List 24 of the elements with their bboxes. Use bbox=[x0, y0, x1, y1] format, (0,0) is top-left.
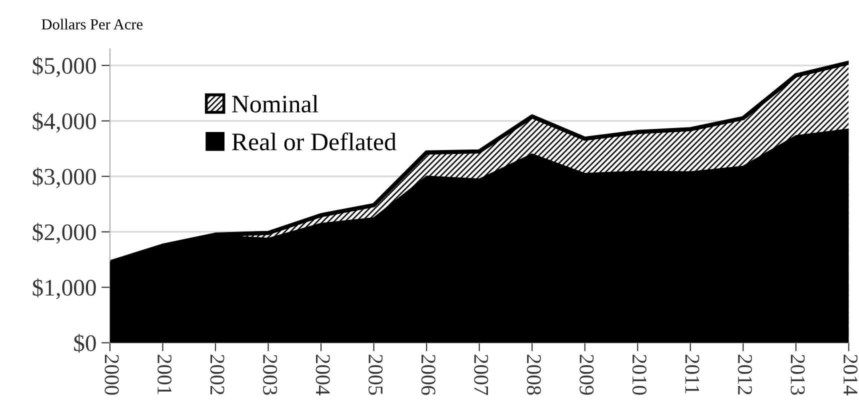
x-tick-label: 2009 bbox=[580, 354, 594, 395]
x-tick-label: 2010 bbox=[632, 354, 646, 395]
x-tick-label: 2000 bbox=[104, 354, 119, 395]
x-tick-label: 2004 bbox=[316, 354, 330, 396]
x-tick-label: 2002 bbox=[210, 354, 224, 394]
y-tick-label: $5,000 bbox=[32, 56, 96, 78]
legend-label: Nominal bbox=[232, 94, 318, 113]
y-axis-title: Dollars Per Acre bbox=[42, 18, 143, 30]
x-tick-label: 2005 bbox=[368, 354, 383, 395]
x-tick-label: 2007 bbox=[474, 354, 488, 395]
x-tick-label: 2001 bbox=[158, 354, 172, 394]
y-tick-label: $0 bbox=[74, 334, 96, 353]
y-tick-label: $4,000 bbox=[32, 112, 96, 133]
x-tick-label: 2006 bbox=[421, 354, 436, 395]
x-tick-label: 2014 bbox=[843, 354, 858, 396]
x-tick-label: 2013 bbox=[790, 354, 805, 395]
y-tick-label: $1,000 bbox=[32, 278, 96, 300]
x-tick-label: 2008 bbox=[526, 354, 541, 395]
y-tick-label: $2,000 bbox=[32, 222, 96, 244]
legend-label: Real or Deflated bbox=[232, 132, 396, 150]
x-tick-label: 2011 bbox=[685, 354, 700, 394]
x-tick-label: 2003 bbox=[263, 354, 278, 395]
x-tick-label: 2012 bbox=[738, 354, 752, 394]
y-tick-label: $3,000 bbox=[32, 167, 96, 188]
